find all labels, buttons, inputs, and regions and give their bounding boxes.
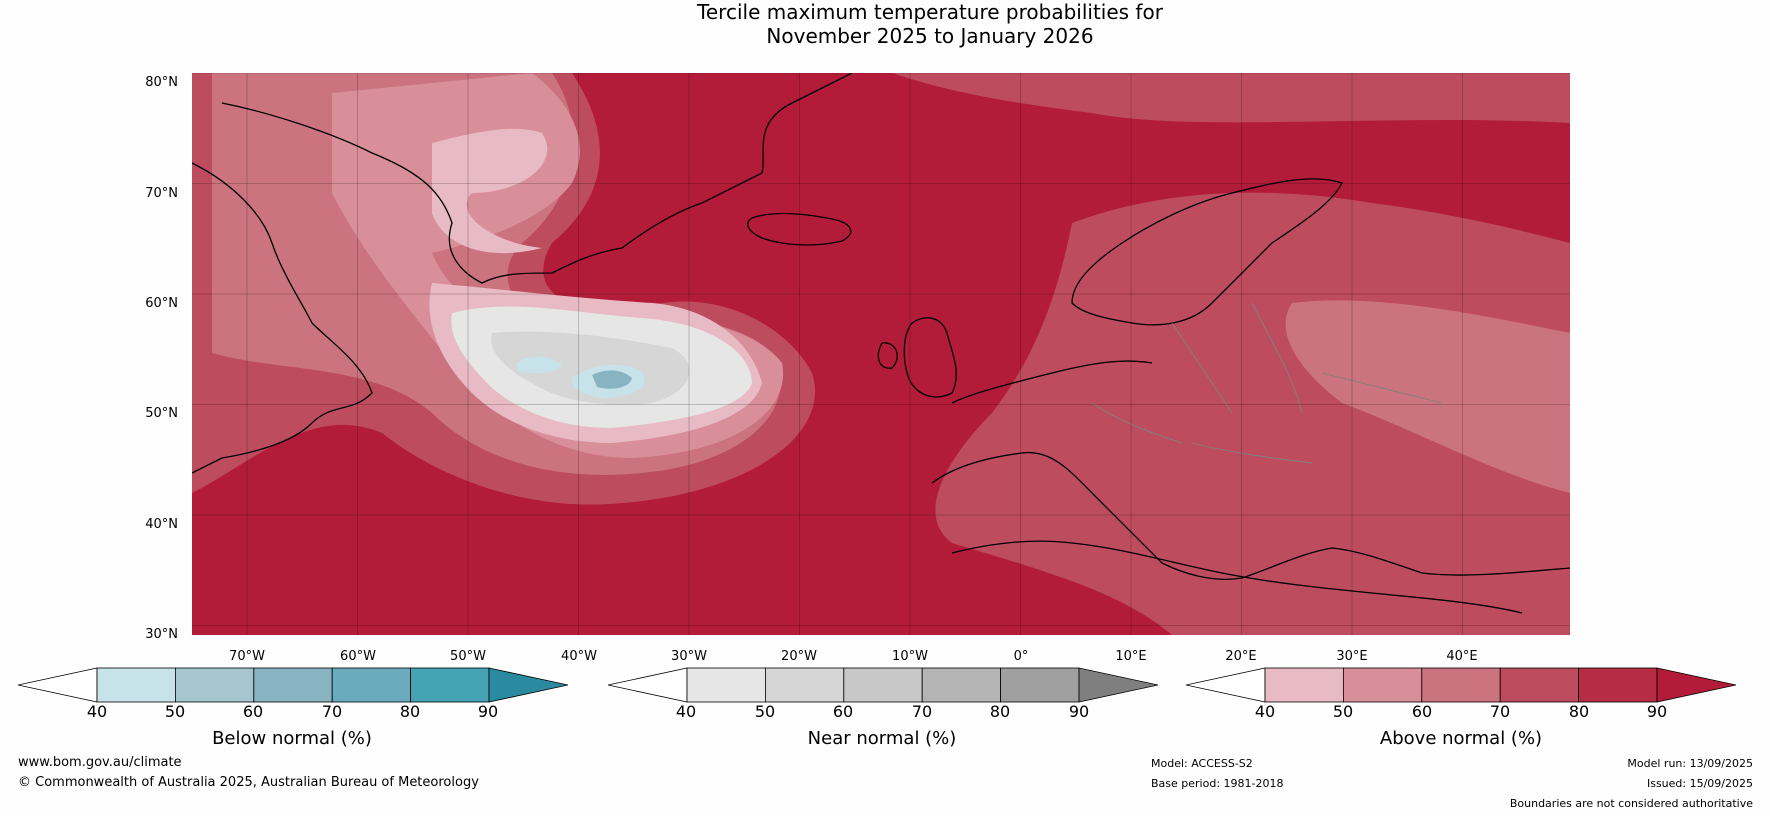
lon-label-10w: 10°W bbox=[892, 649, 928, 664]
footer-disclaimer: Boundaries are not considered authoritat… bbox=[1509, 797, 1753, 810]
lon-label-0: 0° bbox=[1013, 649, 1029, 664]
lat-label-70n: 70°N bbox=[145, 186, 178, 201]
colorbar-below-segment bbox=[253, 667, 333, 703]
cbar-above-tick-40: 40 bbox=[1254, 702, 1276, 721]
map-svg bbox=[192, 73, 1570, 635]
lon-label-30e: 30°E bbox=[1336, 649, 1368, 664]
lon-label-70w: 70°W bbox=[229, 649, 265, 664]
map-above-70-europe bbox=[1285, 300, 1570, 493]
map-above-50-zone bbox=[432, 128, 548, 254]
footer-issued: Issued: 15/09/2025 bbox=[1646, 777, 1753, 790]
colorbar-above-low-extension bbox=[1186, 667, 1266, 703]
colorbar-near-segment bbox=[843, 667, 923, 703]
cbar-above-tick-50: 50 bbox=[1332, 702, 1354, 721]
map-greenland-coast bbox=[221, 73, 853, 284]
map-iceland-coast bbox=[747, 212, 852, 246]
cbar-above-tick-60: 60 bbox=[1411, 702, 1433, 721]
cbar-above-tick-90: 90 bbox=[1646, 702, 1668, 721]
map-below-60-zone bbox=[592, 370, 632, 389]
footer-copyright: © Commonwealth of Australia 2025, Austra… bbox=[18, 775, 479, 790]
map-above-80-europe bbox=[935, 192, 1570, 635]
colorbar-above-normal bbox=[1186, 667, 1736, 703]
graticule bbox=[192, 73, 1570, 635]
cbar-near-tick-50: 50 bbox=[754, 702, 776, 721]
cbar-below-tick-60: 60 bbox=[242, 702, 264, 721]
colorbar-below-segment bbox=[331, 667, 412, 703]
map-europe-coast bbox=[931, 360, 1570, 580]
lon-label-10e: 10°E bbox=[1115, 649, 1147, 664]
lat-label-50n: 50°N bbox=[145, 406, 178, 421]
cbar-near-tick-40: 40 bbox=[675, 702, 697, 721]
lat-label-60n: 60°N bbox=[145, 296, 178, 311]
lat-label-80n: 80°N bbox=[145, 75, 178, 90]
colorbar-below-low-extension bbox=[18, 667, 98, 703]
colorbar-near-segment bbox=[1000, 667, 1080, 703]
colorbar-above-segment bbox=[1264, 667, 1344, 703]
cbar-below-tick-70: 70 bbox=[321, 702, 343, 721]
lon-label-50w: 50°W bbox=[450, 649, 486, 664]
colorbar-above-segment bbox=[1421, 667, 1501, 703]
colorbar-near-title: Near normal (%) bbox=[807, 728, 957, 749]
colorbar-above-segment bbox=[1499, 667, 1580, 703]
colorbar-below-title: Below normal (%) bbox=[212, 728, 372, 749]
colorbar-above-title: Above normal (%) bbox=[1379, 728, 1543, 749]
lon-label-60w: 60°W bbox=[340, 649, 376, 664]
cbar-below-tick-90: 90 bbox=[477, 702, 499, 721]
colorbar-near-segment bbox=[921, 667, 1002, 703]
cbar-below-tick-40: 40 bbox=[86, 702, 108, 721]
colorbar-near-high-extension bbox=[1078, 667, 1158, 703]
cbar-near-tick-60: 60 bbox=[832, 702, 854, 721]
cbar-near-tick-90: 90 bbox=[1068, 702, 1090, 721]
title-line-2: November 2025 to January 2026 bbox=[766, 24, 1094, 48]
colorbar-near-segment bbox=[686, 667, 766, 703]
lon-label-20e: 20°E bbox=[1225, 649, 1257, 664]
colorbar-below-segment bbox=[96, 667, 176, 703]
lon-label-30w: 30°W bbox=[671, 649, 707, 664]
lon-label-40e: 40°E bbox=[1446, 649, 1478, 664]
lat-label-40n: 40°N bbox=[145, 517, 178, 532]
map-country-borders bbox=[1091, 302, 1443, 464]
colorbar-near-segment bbox=[764, 667, 845, 703]
footer-model: Model: ACCESS-S2 bbox=[1151, 757, 1253, 770]
map-above-80-arctic bbox=[892, 73, 1570, 123]
lon-label-40w: 40°W bbox=[561, 649, 597, 664]
colorbar-near-normal bbox=[608, 667, 1158, 703]
map-canada-coast bbox=[192, 162, 373, 474]
cbar-above-tick-70: 70 bbox=[1489, 702, 1511, 721]
title-line-1: Tercile maximum temperature probabilitie… bbox=[697, 0, 1163, 24]
colorbar-below-segment bbox=[410, 667, 490, 703]
colorbar-above-high-extension bbox=[1656, 667, 1736, 703]
colorbar-near-low-extension bbox=[608, 667, 688, 703]
lat-label-30n: 30°N bbox=[145, 627, 178, 642]
footer-base-period: Base period: 1981-2018 bbox=[1151, 777, 1284, 790]
colorbar-above-segment bbox=[1342, 667, 1423, 703]
map-british-isles bbox=[877, 317, 957, 398]
cbar-near-tick-80: 80 bbox=[989, 702, 1011, 721]
footer-model-run: Model run: 13/09/2025 bbox=[1627, 757, 1753, 770]
colorbar-below-segment bbox=[174, 667, 255, 703]
map-north-africa-coast bbox=[951, 540, 1523, 614]
colorbar-above-segment bbox=[1578, 667, 1658, 703]
probability-map bbox=[192, 73, 1570, 635]
lon-label-20w: 20°W bbox=[781, 649, 817, 664]
cbar-below-tick-50: 50 bbox=[164, 702, 186, 721]
chart-title: Tercile maximum temperature probabilitie… bbox=[0, 0, 1770, 48]
cbar-near-tick-70: 70 bbox=[911, 702, 933, 721]
cbar-below-tick-80: 80 bbox=[399, 702, 421, 721]
footer-website: www.bom.gov.au/climate bbox=[18, 755, 182, 770]
cbar-above-tick-80: 80 bbox=[1568, 702, 1590, 721]
colorbar-below-normal bbox=[18, 667, 568, 703]
map-scandinavia-coast bbox=[1071, 178, 1343, 326]
colorbar-below-high-extension bbox=[488, 667, 568, 703]
